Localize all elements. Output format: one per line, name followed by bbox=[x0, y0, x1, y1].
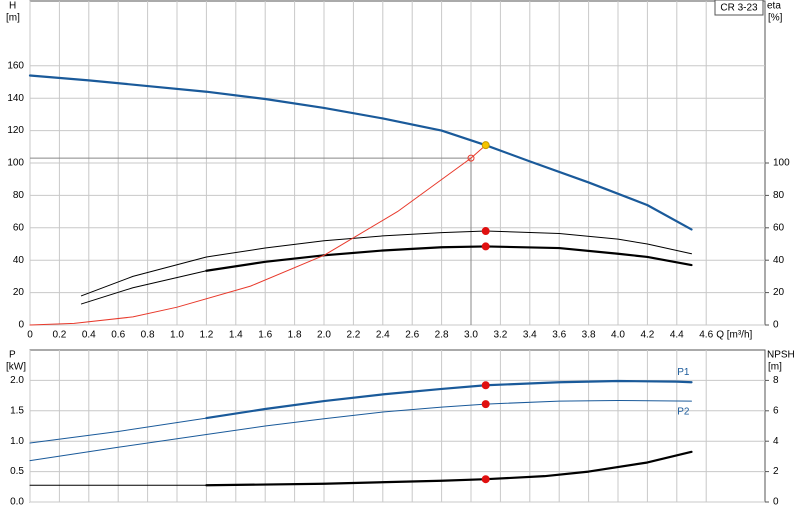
y2-axis-unit: [m] bbox=[768, 362, 782, 373]
y2-tick-label: 80 bbox=[773, 190, 785, 201]
y2-tick-label: 60 bbox=[773, 222, 785, 233]
operating-point bbox=[481, 242, 490, 251]
y-tick-label: 0 bbox=[18, 320, 24, 331]
x-tick-label: 2.2 bbox=[346, 330, 360, 341]
curve-label: P2 bbox=[677, 407, 690, 418]
x-tick-label: 1.8 bbox=[288, 330, 302, 341]
x-tick-label: 1.2 bbox=[199, 330, 213, 341]
y2-tick-label: 40 bbox=[773, 255, 785, 266]
y2-tick-label: 0 bbox=[773, 320, 779, 331]
operating-point bbox=[467, 154, 475, 162]
x-tick-label: 1.4 bbox=[229, 330, 243, 341]
y2-axis-label: eta bbox=[767, 1, 781, 12]
y2-tick-label: 0 bbox=[773, 497, 779, 508]
x-tick-label: 0.6 bbox=[111, 330, 125, 341]
y-tick-label: 0.0 bbox=[10, 497, 24, 508]
curve bbox=[29, 144, 487, 326]
x-tick-label: 4.0 bbox=[611, 330, 625, 341]
y2-tick-label: 20 bbox=[773, 287, 785, 298]
y-tick-label: 160 bbox=[7, 60, 24, 71]
plot-frame bbox=[29, 349, 766, 503]
y2-tick-label: 2 bbox=[773, 466, 779, 477]
y2-tick-label: 6 bbox=[773, 405, 779, 416]
operating-point bbox=[481, 227, 490, 236]
curve bbox=[28, 74, 693, 231]
x-axis-label: Q [m³/h] bbox=[716, 330, 752, 341]
y2-axis-unit: [%] bbox=[768, 13, 783, 24]
y-axis-unit: [kW] bbox=[6, 362, 26, 373]
curve bbox=[205, 450, 693, 487]
operating-point bbox=[481, 400, 490, 409]
y-tick-label: 100 bbox=[7, 158, 24, 169]
y-tick-label: 140 bbox=[7, 93, 24, 104]
x-tick-label: 4.4 bbox=[670, 330, 684, 341]
x-tick-label: 0.8 bbox=[141, 330, 155, 341]
y-tick-label: 2.0 bbox=[10, 375, 24, 386]
x-tick-label: 3.2 bbox=[493, 330, 507, 341]
y2-tick-label: 8 bbox=[773, 375, 779, 386]
x-tick-label: 0 bbox=[27, 330, 33, 341]
x-tick-label: 3.8 bbox=[582, 330, 596, 341]
x-tick-label: 2.6 bbox=[405, 330, 419, 341]
x-tick-label: 1.0 bbox=[170, 330, 184, 341]
x-tick-label: 2.8 bbox=[435, 330, 449, 341]
chart-title: CR 3-23 bbox=[720, 3, 758, 14]
x-tick-label: 2.4 bbox=[376, 330, 390, 341]
y-tick-label: 1.5 bbox=[10, 405, 24, 416]
curve-label: P1 bbox=[677, 367, 690, 378]
curve bbox=[80, 230, 692, 297]
x-tick-label: 2.0 bbox=[317, 330, 331, 341]
y-tick-label: 1.0 bbox=[10, 436, 24, 447]
x-tick-label: 4.2 bbox=[640, 330, 654, 341]
y2-tick-label: 100 bbox=[773, 158, 790, 169]
curve bbox=[205, 379, 693, 420]
y-tick-label: 0.5 bbox=[10, 466, 24, 477]
curve bbox=[205, 245, 693, 272]
operating-point bbox=[481, 141, 490, 150]
curve bbox=[29, 417, 207, 444]
y-tick-label: 120 bbox=[7, 125, 24, 136]
y2-axis-label: NPSH bbox=[767, 350, 795, 361]
x-tick-label: 4.6 bbox=[699, 330, 713, 341]
y-axis-label: H bbox=[9, 1, 16, 12]
y-axis-unit: [m] bbox=[6, 13, 20, 24]
x-tick-label: 0.2 bbox=[52, 330, 66, 341]
y-tick-label: 20 bbox=[13, 287, 25, 298]
curve bbox=[29, 399, 692, 462]
y-tick-label: 80 bbox=[13, 190, 25, 201]
operating-point bbox=[481, 381, 490, 390]
y-tick-label: 60 bbox=[13, 222, 25, 233]
x-tick-label: 0.4 bbox=[82, 330, 96, 341]
x-tick-label: 3.0 bbox=[464, 330, 478, 341]
x-tick-label: 1.6 bbox=[258, 330, 272, 341]
curve bbox=[80, 270, 207, 305]
y-tick-label: 40 bbox=[13, 255, 25, 266]
y2-tick-label: 4 bbox=[773, 436, 779, 447]
x-tick-label: 3.4 bbox=[523, 330, 537, 341]
y-axis-label: P bbox=[9, 350, 16, 361]
x-tick-label: 3.6 bbox=[552, 330, 566, 341]
operating-point bbox=[481, 475, 490, 484]
title-box bbox=[714, 0, 764, 16]
